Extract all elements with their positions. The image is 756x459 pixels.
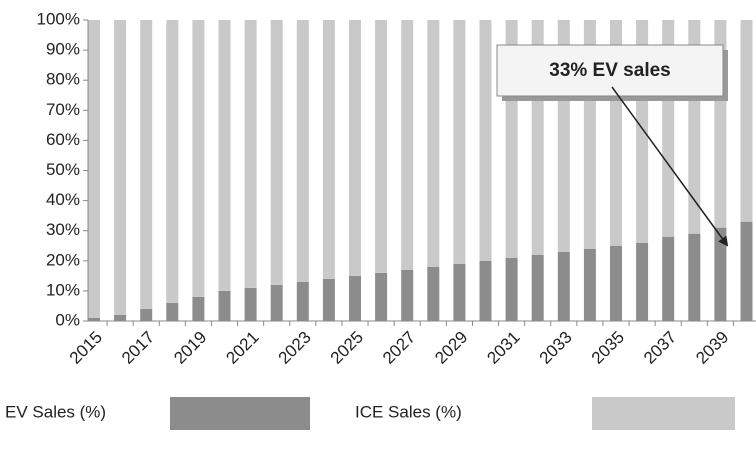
- legend-swatch: [170, 397, 310, 430]
- bar-segment: [296, 20, 309, 282]
- bar-segment: [583, 248, 596, 321]
- y-tick-label: 30%: [46, 220, 80, 239]
- bar-segment: [531, 254, 544, 321]
- bar-segment: [740, 221, 753, 321]
- x-tick-label: 2037: [640, 328, 680, 368]
- bar-segment: [166, 20, 179, 303]
- bar-segment: [427, 266, 440, 321]
- y-tick-label: 70%: [46, 100, 80, 119]
- bar-segment: [244, 287, 257, 321]
- bar-segment: [114, 314, 127, 321]
- legend-label: ICE Sales (%): [355, 402, 462, 421]
- y-tick-label: 80%: [46, 70, 80, 89]
- y-tick-label: 50%: [46, 160, 80, 179]
- bar-segment: [349, 20, 361, 276]
- bar-segment: [714, 227, 727, 321]
- annotation-arrow: [611, 86, 729, 247]
- y-tick-label: 20%: [46, 250, 80, 269]
- bar-segment: [375, 20, 388, 273]
- bar-segment: [349, 275, 361, 321]
- bar-segment: [192, 296, 205, 321]
- bar-segment: [401, 20, 414, 270]
- bar-segment: [218, 290, 231, 321]
- bar-segment: [192, 20, 205, 297]
- bar-segment: [322, 20, 335, 279]
- y-tick-label: 0%: [55, 310, 80, 329]
- bar-segment: [270, 284, 283, 321]
- bar-segment: [244, 20, 257, 288]
- x-tick-label: 2035: [588, 328, 628, 368]
- bar-segment: [296, 281, 309, 321]
- bar-segment: [427, 20, 440, 267]
- bar-segment: [88, 317, 100, 321]
- x-tick-label: 2033: [536, 328, 576, 368]
- bar-segment: [505, 257, 518, 321]
- bar-segment: [662, 236, 675, 321]
- bar-segment: [453, 20, 466, 264]
- legend-label: EV Sales (%): [5, 402, 106, 421]
- bar-segment: [479, 20, 492, 261]
- x-tick-label: 2031: [483, 328, 523, 368]
- bar-segment: [401, 269, 414, 321]
- bar-segment: [88, 20, 100, 318]
- x-tick-label: 2023: [275, 328, 315, 368]
- x-tick-label: 2029: [431, 328, 471, 368]
- bar-segment: [505, 20, 518, 258]
- x-tick-label: 2015: [66, 328, 106, 368]
- bar-segment: [140, 308, 153, 321]
- y-tick-label: 60%: [46, 130, 80, 149]
- bar-segment: [140, 20, 153, 309]
- bar-segment: [218, 20, 231, 291]
- x-tick-label: 2017: [118, 328, 158, 368]
- legend-swatch: [592, 397, 735, 430]
- annotation-text: 33% EV sales: [549, 60, 670, 81]
- bar-segment: [166, 302, 179, 321]
- bar-segment: [114, 20, 127, 315]
- y-tick-label: 90%: [46, 40, 80, 59]
- x-tick-label: 2021: [222, 328, 262, 368]
- bar-segment: [636, 242, 649, 321]
- annotation-box: [496, 44, 724, 97]
- y-tick-label: 10%: [46, 280, 80, 299]
- bar-segment: [270, 20, 283, 285]
- y-tick-label: 40%: [46, 190, 80, 209]
- x-tick-label: 2019: [170, 328, 210, 368]
- bar-segment: [610, 245, 622, 321]
- bar-segment: [688, 233, 701, 321]
- bar-segment: [375, 272, 388, 321]
- x-tick-label: 2025: [327, 328, 367, 368]
- bar-segment: [479, 260, 492, 321]
- x-tick-label: 2039: [692, 328, 732, 368]
- bar-segment: [453, 263, 466, 321]
- bar-segment: [740, 20, 753, 222]
- bar-segment: [557, 251, 570, 321]
- bar-segment: [322, 278, 335, 321]
- y-tick-label: 100%: [37, 9, 80, 28]
- x-tick-label: 2027: [379, 328, 419, 368]
